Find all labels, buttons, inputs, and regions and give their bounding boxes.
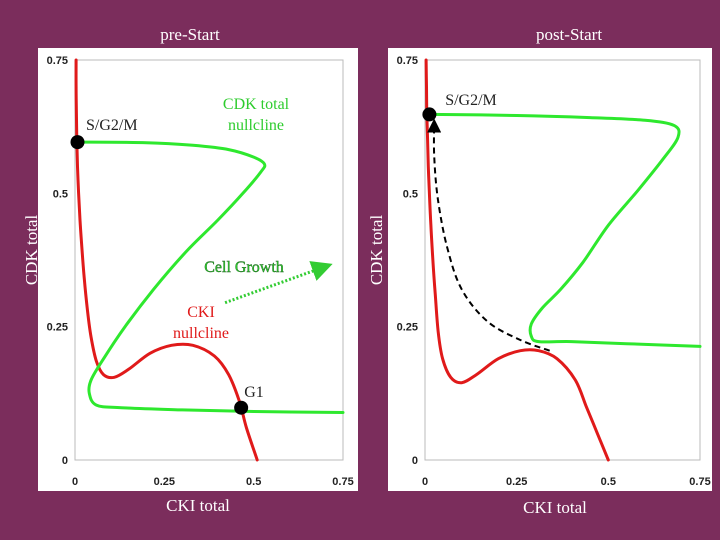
pre-start-ytick-label: 0	[62, 455, 68, 467]
pre-start-chart: 0 0.25 0.5 0.75 0 0.25 0.5 0.75	[38, 48, 358, 491]
post-start-xlabel: CKI total	[523, 498, 587, 517]
pre-start-ytick-label: 0.25	[47, 322, 68, 334]
pre-start-plot-area	[74, 59, 344, 461]
post-start-plot-area	[424, 59, 701, 461]
post-start-cki-nullcline-curve	[424, 58, 610, 462]
post-start-chart: 0 0.25 0.5 0.75 0 0.25 0.5 0.75	[388, 48, 712, 491]
post-start-ticks: 0 0.25 0.5 0.75 0 0.25 0.5 0.75	[397, 55, 711, 488]
pre-start-ytick-label: 0.5	[53, 188, 68, 200]
post-start-ytick-label: 0.25	[397, 322, 418, 334]
pre-start-xlabel: CKI total	[166, 496, 230, 515]
pre-start-ticks: 0 0.25 0.5 0.75 0 0.25 0.5 0.75	[47, 55, 354, 488]
pre-start-cki-nullcline-curve	[74, 58, 259, 462]
pre-start-xtick-label: 0.75	[332, 476, 353, 488]
post-start-ytick-label: 0.75	[397, 55, 418, 67]
cki-nullcline-label-line2: nullcline	[173, 325, 229, 342]
pre-start-ytick-label: 0.75	[47, 55, 68, 67]
pre-start-sg2m-label: S/G2/M	[86, 117, 138, 134]
post-start-markers	[422, 107, 437, 122]
pre-start-series	[74, 58, 345, 462]
post-start-series	[424, 58, 702, 462]
cell-growth-label: Cell Growth	[204, 259, 284, 276]
post-start-title: post-Start	[536, 25, 602, 44]
post-start-xtick-label: 0.5	[601, 476, 616, 488]
cdk-nullcline-label-line1: CDK total	[223, 96, 290, 113]
post-start-ytick-label: 0	[412, 455, 418, 467]
post-start-xtick-label: 0	[422, 476, 428, 488]
post-start-ytick-label: 0.5	[403, 188, 418, 200]
pre-start-panel	[38, 48, 358, 491]
pre-start-xtick-label: 0.5	[246, 476, 261, 488]
pre-start-g1-point	[234, 400, 249, 415]
pre-start-xtick-label: 0.25	[154, 476, 175, 488]
pre-start-markers	[70, 135, 249, 415]
trajectory-arrow	[427, 118, 551, 352]
pre-start-s-g2-m-point	[70, 135, 85, 150]
post-start-cdk-nullcline-curve	[427, 112, 702, 348]
pre-start-ylabel: CDK total	[22, 215, 41, 286]
post-start-sg2m-label: S/G2/M	[445, 92, 497, 109]
post-start-ylabel: CDK total	[367, 215, 386, 286]
pre-start-xtick-label: 0	[72, 476, 78, 488]
post-start-s-g2-m-point	[422, 107, 437, 122]
post-start-xtick-label: 0.75	[689, 476, 710, 488]
pre-start-title: pre-Start	[160, 25, 220, 44]
pre-start-cdk-nullcline-curve	[75, 140, 345, 414]
cdk-nullcline-label-line2: nullcline	[228, 117, 284, 134]
post-start-xtick-label: 0.25	[506, 476, 527, 488]
g1-label: G1	[244, 384, 264, 401]
cki-nullcline-label-line1: CKI	[187, 304, 215, 321]
